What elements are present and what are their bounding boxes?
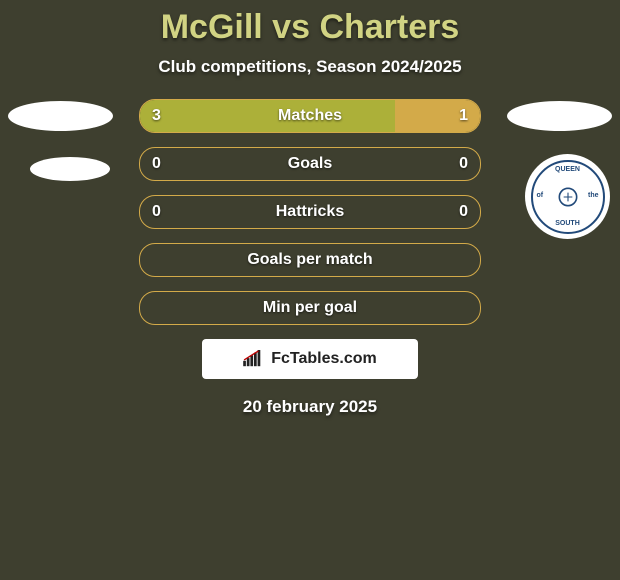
stat-row-matches: Matches3 1 <box>139 99 481 133</box>
club-badge-center-icon <box>555 184 581 210</box>
stat-label: Hattricks <box>140 196 480 228</box>
stat-label: Goals per match <box>140 244 480 276</box>
stat-value-left: 0 <box>152 148 161 180</box>
stat-value-right: 0 <box>459 196 468 228</box>
stat-value-left: 3 <box>152 100 161 132</box>
page-title: McGill vs Charters <box>0 8 620 47</box>
club-badge-text-bottom: SOUTH <box>533 220 603 228</box>
subtitle: Club competitions, Season 2024/2025 <box>0 57 620 77</box>
brand-bars-icon <box>243 350 265 368</box>
player-right-avatar <box>507 101 612 131</box>
comparison-panel: QUEEN of the SOUTH Matches31Goals00Hattr… <box>0 99 620 417</box>
stat-row-min-per-goal: Min per goal <box>139 291 481 325</box>
stat-value-right: 0 <box>459 148 468 180</box>
stat-label: Goals <box>140 148 480 180</box>
stat-row-goals-per-match: Goals per match <box>139 243 481 277</box>
brand-box: FcTables.com <box>202 339 418 379</box>
club-badge-text-right: the <box>588 192 599 200</box>
stat-label: Min per goal <box>140 292 480 324</box>
player-left-avatar <box>8 101 113 131</box>
stat-label: Matches <box>140 100 480 132</box>
club-badge-text-top: QUEEN <box>533 166 603 174</box>
stat-value-right: 1 <box>459 100 468 132</box>
stat-row-hattricks: Hattricks0 0 <box>139 195 481 229</box>
club-badge-text-left: of <box>537 192 544 200</box>
brand-text: FcTables.com <box>271 350 377 368</box>
player-right-club-badge: QUEEN of the SOUTH <box>525 154 610 239</box>
player-left-club-badge <box>30 157 110 181</box>
date-text: 20 february 2025 <box>0 397 620 417</box>
stat-value-left: 0 <box>152 196 161 228</box>
stat-row-goals: Goals0 0 <box>139 147 481 181</box>
